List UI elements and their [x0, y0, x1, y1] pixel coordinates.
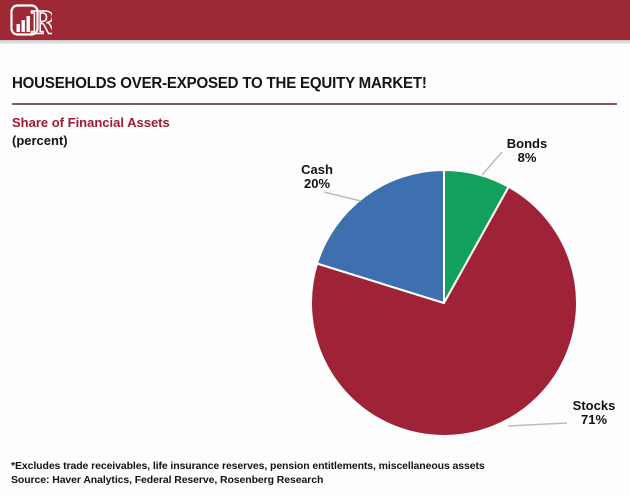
- pie-slice-stocks: [310, 185, 578, 437]
- cash-slice-label: Cash 20%: [290, 163, 344, 190]
- stocks-value: 71%: [580, 411, 608, 427]
- pie-slice-cash: [316, 169, 445, 304]
- footnote: *Excludes trade receivables, life insura…: [11, 460, 485, 472]
- source-line: Source: Haver Analytics, Federal Reserve…: [11, 474, 324, 486]
- cash-label: Cash: [301, 162, 333, 177]
- stocks-leader-line: [507, 422, 568, 427]
- bonds-value: 8%: [517, 149, 537, 165]
- header-bar: R: [0, 0, 630, 40]
- rosenberg-research-logo-icon: R: [10, 4, 52, 38]
- stocks-slice-label: Stocks 71%: [567, 399, 621, 426]
- stocks-label: Stocks: [572, 398, 616, 413]
- title-rule: [12, 103, 617, 105]
- pie-slices: [310, 169, 578, 437]
- header-divider: [0, 40, 630, 44]
- page-title: HOUSEHOLDS OVER-EXPOSED TO THE EQUITY MA…: [12, 75, 427, 92]
- leader-lines: [323, 151, 568, 427]
- bonds-label: Bonds: [506, 136, 548, 151]
- cash-leader-line: [323, 191, 362, 202]
- bonds-leader-line: [481, 151, 503, 176]
- chart-subtitle: Share of Financial Assets: [12, 115, 170, 130]
- cash-value: 20%: [303, 175, 331, 191]
- chart-unit-label: (percent): [12, 133, 68, 148]
- svg-text:R: R: [30, 6, 52, 39]
- bonds-slice-label: Bonds 8%: [499, 137, 555, 164]
